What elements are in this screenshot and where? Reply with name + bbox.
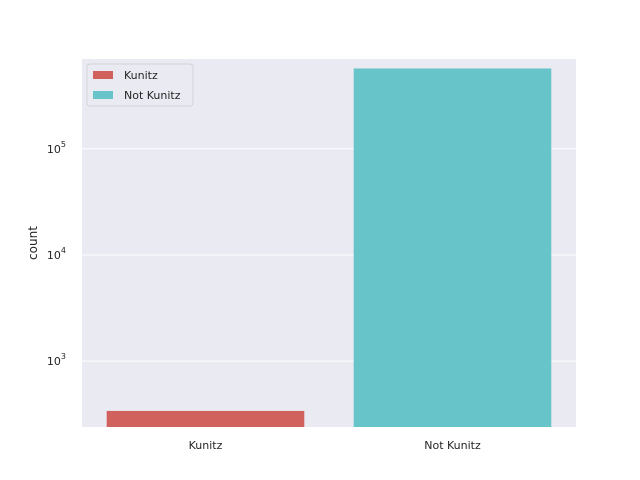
y-tick-label: 103 (47, 352, 66, 368)
legend-swatch (93, 91, 113, 99)
bar-not-kunitz (353, 68, 552, 427)
bar-kunitz (106, 410, 305, 427)
legend-label: Not Kunitz (124, 89, 181, 102)
legend-label: Kunitz (124, 69, 158, 82)
x-tick-labels: Kunitz Not Kunitz (189, 439, 481, 452)
y-tick-label: 105 (47, 140, 66, 156)
x-tick-label: Not Kunitz (424, 439, 481, 452)
y-tick-labels: 103 104 105 (47, 140, 66, 368)
legend-frame (86, 63, 194, 107)
y-axis-label: count (26, 226, 40, 260)
y-tick-label: 104 (47, 246, 66, 262)
bars (106, 68, 552, 427)
legend: Kunitz Not Kunitz (86, 63, 194, 107)
legend-swatch (93, 71, 113, 79)
x-tick-label: Kunitz (189, 439, 223, 452)
